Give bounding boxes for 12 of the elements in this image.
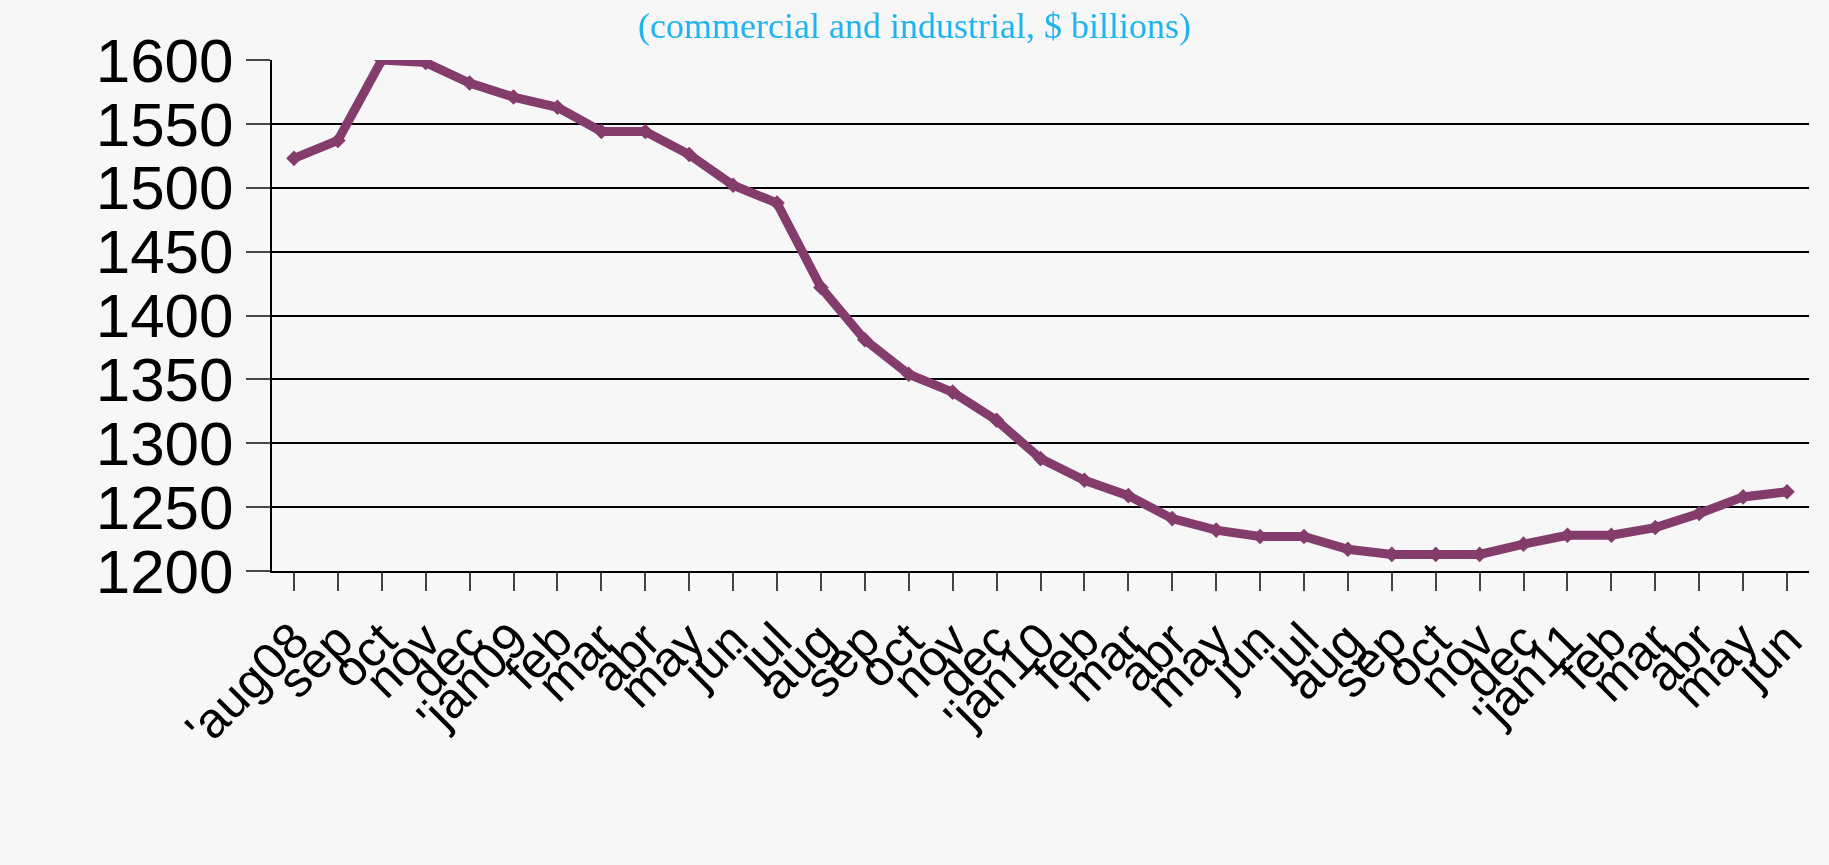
point	[330, 132, 346, 149]
point	[813, 279, 829, 296]
point	[769, 195, 785, 211]
point	[900, 366, 917, 383]
point	[944, 384, 961, 400]
point	[1032, 450, 1049, 467]
point	[857, 331, 873, 348]
point	[286, 150, 302, 167]
point	[988, 412, 1005, 429]
point	[681, 146, 697, 163]
chart-title: (commercial and industrial, $ billions)	[638, 6, 1191, 47]
point	[725, 177, 741, 193]
